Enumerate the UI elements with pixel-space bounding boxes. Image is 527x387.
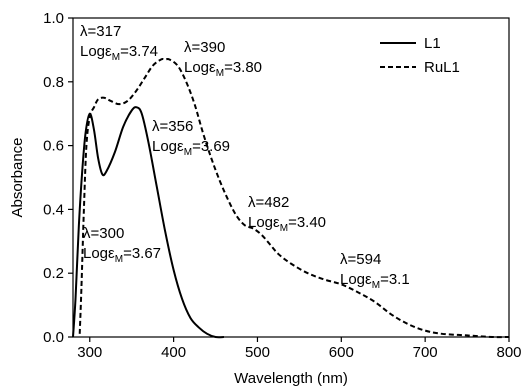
annotation-log-subscript: M [115,254,123,265]
annotation-log-epsilon: LogεM=3.74 [80,43,158,63]
x-tick-label: 500 [245,344,270,361]
annotation-log-value: =3.1 [380,271,410,288]
annotation-log-epsilon: LogεM=3.40 [248,214,326,234]
annotation-log-subscript: M [216,68,224,79]
annotation: λ=594 LogεM=3.1 [340,251,410,291]
annotation-lambda: λ=594 [340,251,381,268]
annotation-log-value: =3.67 [123,245,161,262]
annotation-log-epsilon: LogεM=3.69 [152,138,230,158]
annotation-lambda: λ=356 [152,118,193,135]
y-tick-label: 1.0 [43,10,64,27]
annotation: λ=390 LogεM=3.80 [184,39,262,79]
annotation-log-prefix: Logε [184,59,216,76]
x-tick-label: 700 [413,344,438,361]
annotation-lambda: λ=482 [248,194,289,211]
annotation: λ=482 LogεM=3.40 [248,194,326,234]
plot-frame [72,17,510,338]
annotation-log-value: =3.74 [120,43,158,60]
y-tick-label: 0.8 [43,74,64,91]
y-tick-label: 0.6 [43,138,64,155]
annotation-log-value: =3.80 [224,59,262,76]
annotation-log-prefix: Logε [83,245,115,262]
annotation: λ=356 LogεM=3.69 [152,118,230,158]
annotation-lambda: λ=317 [80,23,121,40]
series-line-rul1 [78,58,510,339]
annotation-log-prefix: Logε [152,138,184,155]
annotation-log-subscript: M [184,147,192,158]
plot-border [72,17,510,338]
annotation-lambda: λ=300 [83,225,124,242]
annotation: λ=317 LogεM=3.74 [80,23,158,63]
series-layer [72,58,510,339]
y-tick-label: 0.0 [43,329,64,346]
annotation-log-epsilon: LogεM=3.1 [340,271,410,291]
y-axis-title: Absorbance [9,137,26,217]
annotation-log-prefix: Logε [340,271,372,288]
x-tick-label: 300 [77,344,102,361]
annotation-log-value: =3.40 [288,214,326,231]
annotation-log-prefix: Logε [80,43,112,60]
annotation-log-epsilon: LogεM=3.80 [184,59,262,79]
x-tick-label: 800 [496,344,521,361]
x-tick-label: 600 [329,344,354,361]
x-tick-label: 400 [161,344,186,361]
ticks-layer: 300 400 500 600 700 800 0.0 0.2 0.4 0.6 0.8 1.0 [43,10,521,361]
annotation-log-subscript: M [280,223,288,234]
annotation-lambda: λ=390 [184,39,225,56]
annotation: λ=300 LogεM=3.67 [83,225,161,265]
legend: L1 RuL1 [380,35,460,76]
y-tick-label: 0.2 [43,265,64,282]
x-axis-title: Wavelength (nm) [234,370,348,387]
legend-label-l1: L1 [424,35,441,52]
annotation-log-value: =3.69 [192,138,230,155]
annotation-log-prefix: Logε [248,214,280,231]
series-line-l1 [72,106,224,339]
annotation-log-subscript: M [372,280,380,291]
annotation-log-subscript: M [112,52,120,63]
annotation-log-epsilon: LogεM=3.67 [83,245,161,265]
y-tick-label: 0.4 [43,201,64,218]
legend-label-rul1: RuL1 [424,59,460,76]
